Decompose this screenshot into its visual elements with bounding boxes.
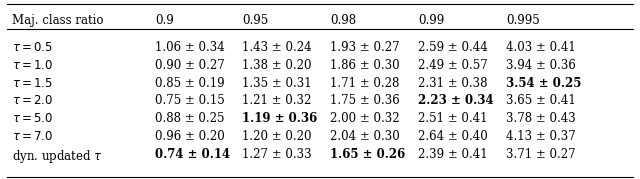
Text: 0.95: 0.95 bbox=[242, 14, 268, 27]
Text: 1.93 ± 0.27: 1.93 ± 0.27 bbox=[330, 41, 399, 54]
Text: 0.98: 0.98 bbox=[330, 14, 356, 27]
Text: $\tau = 5.0$: $\tau = 5.0$ bbox=[12, 112, 53, 125]
Text: 1.06 ± 0.34: 1.06 ± 0.34 bbox=[155, 41, 225, 54]
Text: Maj. class ratio: Maj. class ratio bbox=[12, 14, 104, 27]
Text: 2.04 ± 0.30: 2.04 ± 0.30 bbox=[330, 130, 400, 143]
Text: 0.995: 0.995 bbox=[506, 14, 540, 27]
Text: 1.27 ± 0.33: 1.27 ± 0.33 bbox=[242, 148, 312, 161]
Text: 3.65 ± 0.41: 3.65 ± 0.41 bbox=[506, 94, 576, 107]
Text: 0.74 ± 0.14: 0.74 ± 0.14 bbox=[155, 148, 230, 161]
Text: 0.9: 0.9 bbox=[155, 14, 173, 27]
Text: 1.65 ± 0.26: 1.65 ± 0.26 bbox=[330, 148, 405, 161]
Text: 0.85 ± 0.19: 0.85 ± 0.19 bbox=[155, 77, 225, 90]
Text: 3.71 ± 0.27: 3.71 ± 0.27 bbox=[506, 148, 575, 161]
Text: 2.51 ± 0.41: 2.51 ± 0.41 bbox=[418, 112, 488, 125]
Text: 2.31 ± 0.38: 2.31 ± 0.38 bbox=[418, 77, 488, 90]
Text: 1.20 ± 0.20: 1.20 ± 0.20 bbox=[242, 130, 312, 143]
Text: 1.43 ± 0.24: 1.43 ± 0.24 bbox=[242, 41, 312, 54]
Text: 1.86 ± 0.30: 1.86 ± 0.30 bbox=[330, 59, 399, 72]
Text: 3.54 ± 0.25: 3.54 ± 0.25 bbox=[506, 77, 581, 90]
Text: dyn. updated $\tau$: dyn. updated $\tau$ bbox=[12, 148, 103, 165]
Text: 2.39 ± 0.41: 2.39 ± 0.41 bbox=[418, 148, 488, 161]
Text: 0.88 ± 0.25: 0.88 ± 0.25 bbox=[155, 112, 225, 125]
Text: 1.21 ± 0.32: 1.21 ± 0.32 bbox=[242, 94, 312, 107]
Text: 2.23 ± 0.34: 2.23 ± 0.34 bbox=[418, 94, 493, 107]
Text: $\tau = 0.5$: $\tau = 0.5$ bbox=[12, 41, 53, 54]
Text: 1.71 ± 0.28: 1.71 ± 0.28 bbox=[330, 77, 399, 90]
Text: 1.75 ± 0.36: 1.75 ± 0.36 bbox=[330, 94, 400, 107]
Text: 2.64 ± 0.40: 2.64 ± 0.40 bbox=[418, 130, 488, 143]
Text: $\tau = 1.5$: $\tau = 1.5$ bbox=[12, 77, 53, 90]
Text: 0.96 ± 0.20: 0.96 ± 0.20 bbox=[155, 130, 225, 143]
Text: 0.75 ± 0.15: 0.75 ± 0.15 bbox=[155, 94, 225, 107]
Text: $\tau = 1.0$: $\tau = 1.0$ bbox=[12, 59, 53, 72]
Text: $\tau = 7.0$: $\tau = 7.0$ bbox=[12, 130, 53, 143]
Text: 1.35 ± 0.31: 1.35 ± 0.31 bbox=[242, 77, 312, 90]
Text: 0.90 ± 0.27: 0.90 ± 0.27 bbox=[155, 59, 225, 72]
Text: 2.49 ± 0.57: 2.49 ± 0.57 bbox=[418, 59, 488, 72]
Text: 2.00 ± 0.32: 2.00 ± 0.32 bbox=[330, 112, 399, 125]
Text: $\tau = 2.0$: $\tau = 2.0$ bbox=[12, 94, 53, 107]
Text: 4.03 ± 0.41: 4.03 ± 0.41 bbox=[506, 41, 576, 54]
Text: 4.13 ± 0.37: 4.13 ± 0.37 bbox=[506, 130, 576, 143]
Text: 0.99: 0.99 bbox=[418, 14, 444, 27]
Text: 2.59 ± 0.44: 2.59 ± 0.44 bbox=[418, 41, 488, 54]
Text: 3.78 ± 0.43: 3.78 ± 0.43 bbox=[506, 112, 576, 125]
Text: 1.38 ± 0.20: 1.38 ± 0.20 bbox=[242, 59, 312, 72]
Text: 3.94 ± 0.36: 3.94 ± 0.36 bbox=[506, 59, 576, 72]
Text: 1.19 ± 0.36: 1.19 ± 0.36 bbox=[242, 112, 317, 125]
